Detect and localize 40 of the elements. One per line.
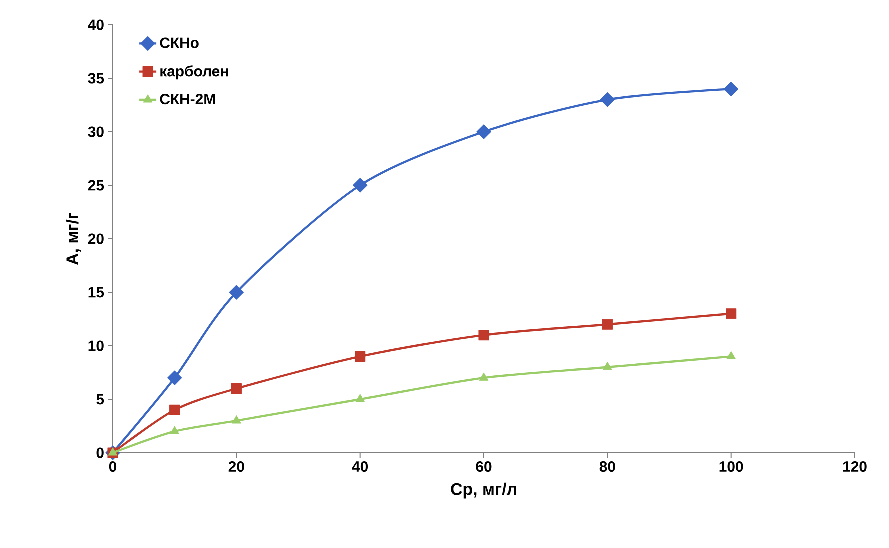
point	[476, 124, 492, 140]
x-tick-label: 120	[843, 462, 867, 472]
point	[479, 372, 489, 381]
y-tick-label: 10	[88, 340, 104, 352]
point	[170, 404, 180, 416]
legend-label: СКН-2М	[160, 94, 216, 105]
point	[231, 384, 242, 394]
point	[170, 426, 180, 434]
x-tick-label: 100	[720, 462, 744, 472]
x-tick-label: 0	[109, 462, 117, 472]
point	[355, 351, 366, 362]
y-tick-label: 35	[88, 73, 104, 84]
y-tick-label: 40	[88, 20, 104, 30]
y-tick-label: 20	[88, 234, 104, 244]
point	[603, 362, 612, 370]
y-tick-label: 5	[96, 394, 104, 405]
point	[108, 448, 118, 456]
y-tick-label: 0	[96, 448, 104, 458]
legend-label: карболен	[160, 66, 228, 80]
legend-label: СКНо	[160, 38, 199, 48]
x-tick-label: 20	[228, 462, 244, 472]
point	[232, 416, 242, 424]
x-axis-title: Ср, мг/л	[451, 482, 516, 499]
x-tick-label: 80	[600, 462, 616, 472]
y-tick-label: 30	[88, 126, 104, 138]
y-tick-label: 15	[88, 287, 104, 298]
point	[726, 351, 736, 360]
x-tick-label: 60	[476, 462, 492, 472]
y-axis-title: А, мг/г	[66, 212, 82, 266]
point	[600, 92, 616, 108]
x-tick-label: 40	[352, 462, 368, 472]
y-tick-label: 25	[88, 180, 104, 191]
point	[229, 285, 244, 300]
point	[356, 394, 365, 402]
point	[602, 319, 613, 330]
point	[167, 370, 182, 386]
point	[726, 308, 737, 320]
point	[724, 82, 739, 97]
point	[478, 330, 490, 341]
point	[352, 178, 368, 193]
